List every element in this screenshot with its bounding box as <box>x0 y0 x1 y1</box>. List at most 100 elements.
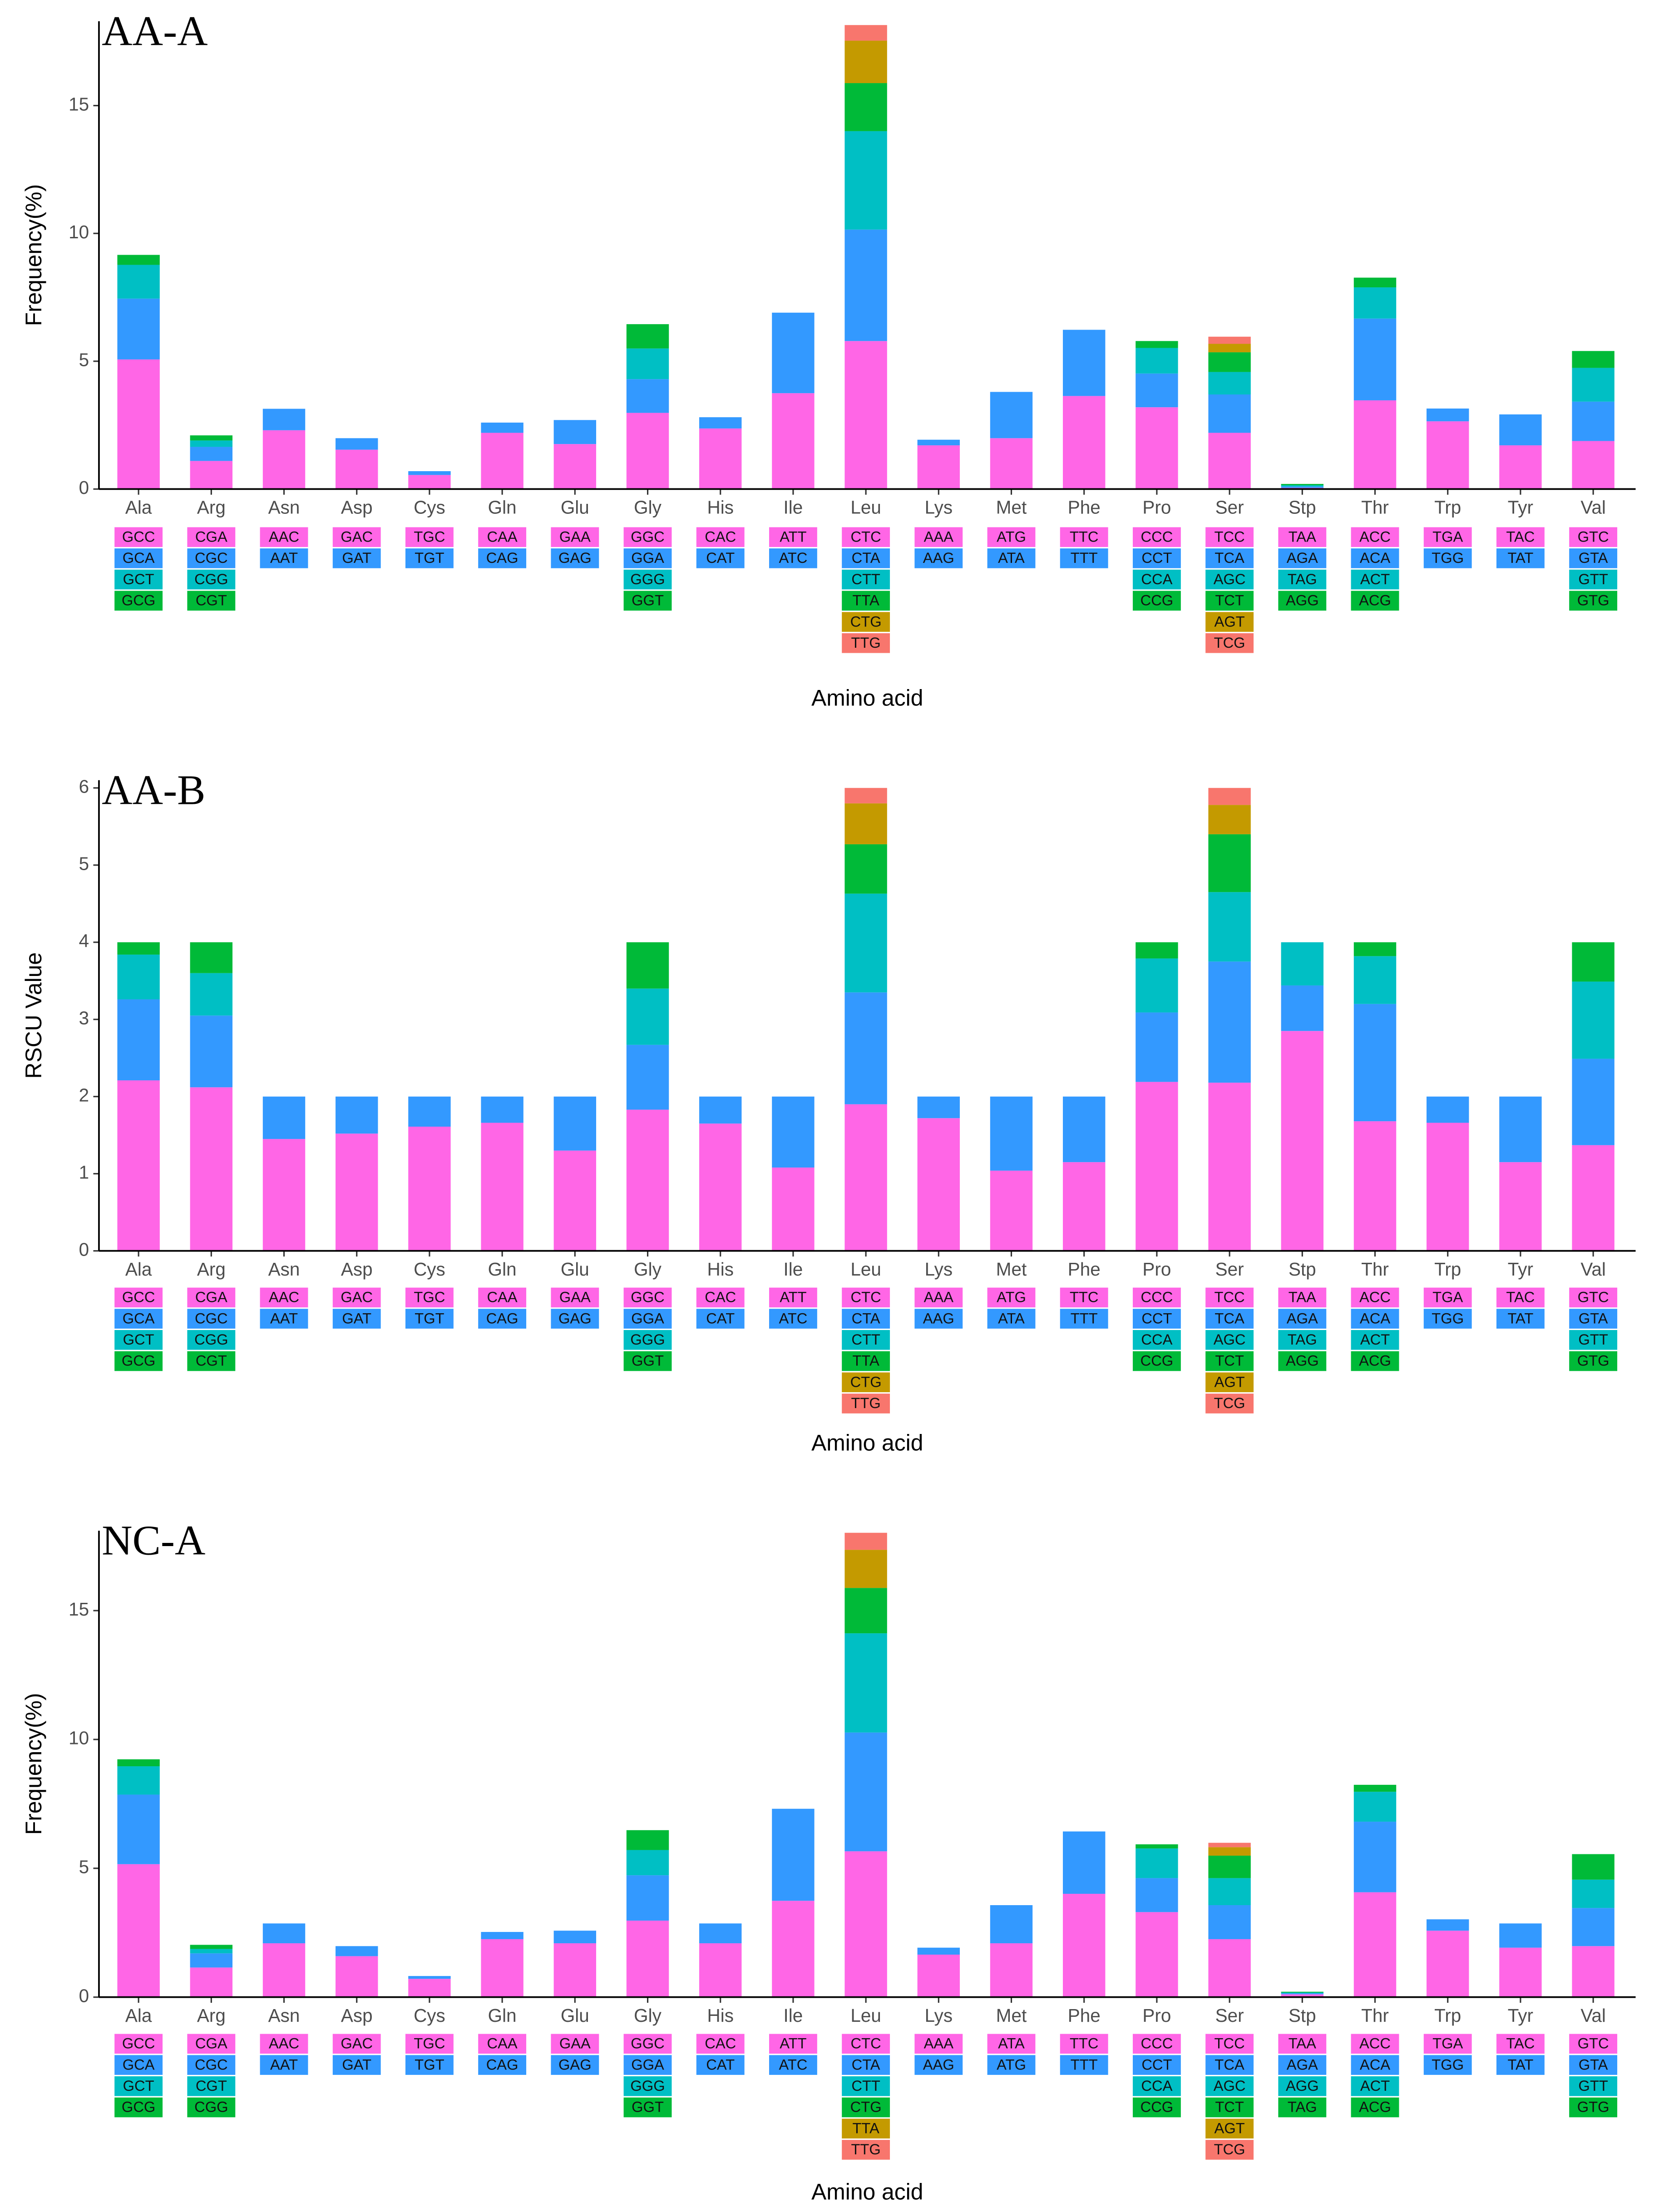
codon-box <box>1205 1351 1254 1371</box>
x-tick-label: Ser <box>1215 1259 1244 1280</box>
bar-segment <box>1281 1993 1324 1995</box>
x-tick-label: Gly <box>634 1259 662 1280</box>
bar-segment <box>1281 985 1324 1031</box>
x-tick-label: Thr <box>1361 497 1389 518</box>
codon-label: CGG <box>194 2099 228 2115</box>
codon-label: ATC <box>779 549 807 566</box>
bar-segment <box>1353 1121 1397 1251</box>
codon-label: ATG <box>997 1289 1026 1306</box>
bar-segment <box>1572 368 1615 402</box>
codon-label: CGA <box>195 2035 227 2052</box>
codon-label: CCT <box>1141 549 1172 566</box>
codon-box <box>260 2034 308 2054</box>
bar-segment <box>1281 485 1324 487</box>
bar-segment <box>262 1096 306 1139</box>
x-axis-label: Amino acid <box>811 685 923 710</box>
codon-box <box>114 1309 163 1329</box>
bar-segment <box>1208 372 1251 395</box>
codon-box <box>1132 2055 1181 2075</box>
bar-segment <box>844 1633 887 1733</box>
codon-label: TGT <box>415 2056 444 2073</box>
codon-label: GGG <box>630 2077 665 2094</box>
x-tick-label: Thr <box>1361 1259 1389 1280</box>
codon-label: CAG <box>486 1310 518 1326</box>
y-axis-label: Frequency(%) <box>21 1693 46 1835</box>
codon-box <box>114 569 163 590</box>
codon-box <box>623 2034 672 2054</box>
codon-label: AGT <box>1215 613 1245 630</box>
bar-segment <box>190 1953 233 1968</box>
codon-box <box>1423 527 1472 547</box>
codon-label: AGG <box>1286 1352 1319 1369</box>
codon-box <box>1351 2034 1399 2054</box>
bar-segment <box>917 1118 960 1251</box>
codon-label: TCT <box>1215 2099 1244 2115</box>
bar-segment <box>262 1139 306 1251</box>
codon-box <box>623 2055 672 2075</box>
codon-label: TGG <box>1432 2056 1464 2073</box>
codon-box <box>114 1287 163 1308</box>
y-tick-label: 15 <box>69 94 89 114</box>
codon-box <box>1423 2034 1472 2054</box>
codon-label: GGG <box>630 571 665 587</box>
codon-label: TCT <box>1215 1352 1244 1369</box>
x-tick-label: Cys <box>414 1259 445 1280</box>
codon-box <box>1278 1309 1327 1329</box>
bar-segment <box>844 803 887 844</box>
codon-label: TGA <box>1432 1289 1463 1306</box>
codon-label: GGA <box>631 549 664 566</box>
bar-segment <box>1208 1847 1251 1856</box>
codon-label: GCA <box>123 1310 155 1326</box>
bar-segment <box>1208 788 1251 805</box>
codon-box <box>987 548 1036 568</box>
codon-label: TTT <box>1071 549 1098 566</box>
bar-segment <box>408 475 451 489</box>
bar-segment <box>772 1096 815 1168</box>
codon-label: ATT <box>780 1289 806 1306</box>
bar-segment <box>553 1096 597 1151</box>
x-tick-label: Ile <box>784 2005 803 2026</box>
bar-segment <box>1499 1947 1542 1997</box>
codon-box <box>1569 591 1618 611</box>
codon-label: GAG <box>558 549 592 566</box>
bar-segment <box>1136 1878 1178 1912</box>
codon-box <box>1132 2097 1181 2118</box>
bar-segment <box>917 1947 960 1955</box>
codon-label: CTC <box>851 1289 881 1306</box>
bar-segment <box>190 447 233 461</box>
codon-box <box>1423 1287 1472 1308</box>
codon-box <box>1351 1287 1399 1308</box>
codon-label: CGC <box>195 549 228 566</box>
codon-box <box>1569 548 1618 568</box>
codon-box <box>1278 2076 1327 2096</box>
bar-segment <box>262 409 306 430</box>
codon-box <box>1132 2034 1181 2054</box>
bar-segment <box>1572 1059 1615 1145</box>
bar-segment <box>117 954 160 1000</box>
chart-title: AA-B <box>102 767 205 813</box>
y-tick-label: 10 <box>69 1728 89 1749</box>
codon-box <box>1496 2034 1545 2054</box>
codon-label: GAC <box>341 2035 373 2052</box>
bar-segment <box>481 1932 523 1939</box>
codon-box <box>987 1309 1036 1329</box>
codon-label: CCA <box>1141 2077 1172 2094</box>
codon-label: CAT <box>706 1310 735 1326</box>
bar-segment <box>772 393 815 489</box>
bar-segment <box>1136 348 1178 374</box>
x-tick-label: Asn <box>268 2005 300 2026</box>
codon-label: CTA <box>852 2056 880 2073</box>
bar-segment <box>1136 942 1178 959</box>
codon-label: TTA <box>852 592 879 609</box>
codon-box <box>114 1351 163 1371</box>
codon-box <box>1496 2055 1545 2075</box>
codon-box <box>114 2034 163 2054</box>
bar-segment <box>481 1939 523 1997</box>
codon-box <box>1496 1309 1545 1329</box>
bar-segment <box>626 348 669 379</box>
bar-segment <box>1572 1879 1615 1908</box>
codon-box <box>187 548 236 568</box>
codon-box <box>478 527 527 547</box>
bar-segment <box>844 341 887 489</box>
